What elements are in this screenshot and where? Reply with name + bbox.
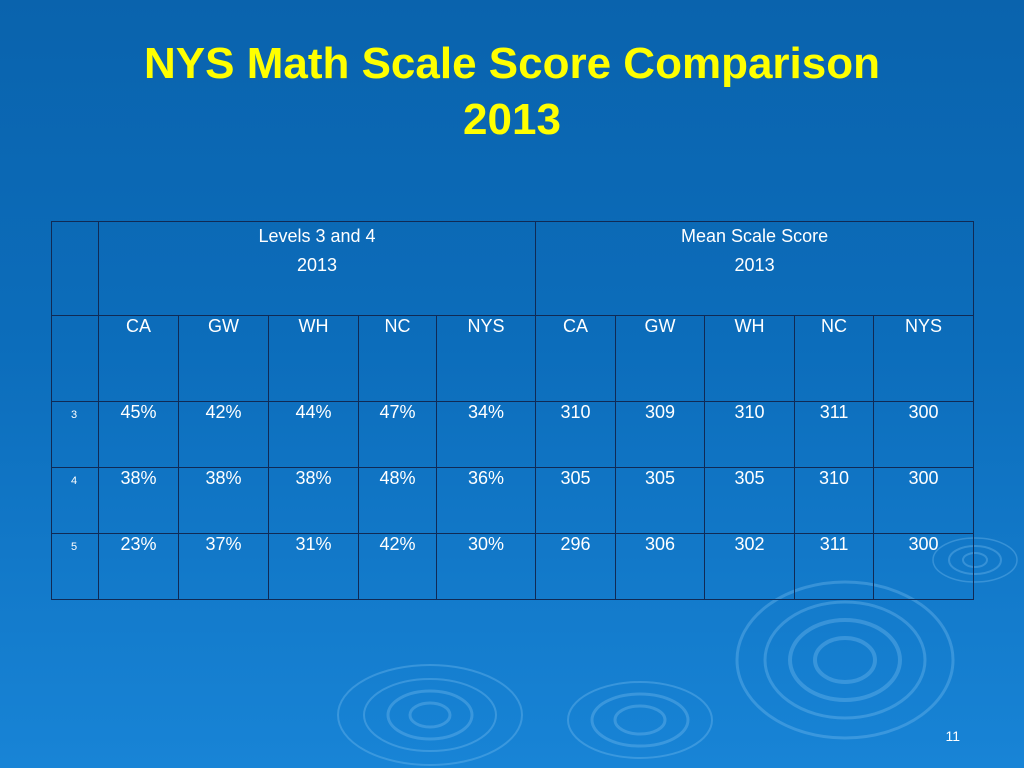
table-cell: 47% [358,401,437,468]
column-header: GW [615,315,706,402]
column-header-row: CA GW WH NC NYS CA GW WH NC NYS [51,315,975,402]
table-cell: 305 [704,467,796,534]
table-cell: 305 [615,467,706,534]
table-cell: 38% [98,467,179,534]
group-header-label: Mean Scale Score [681,226,829,246]
table-cell: 300 [873,401,975,468]
slide-title: NYS Math Scale Score Comparison 2013 [0,36,1024,148]
column-header: WH [704,315,796,402]
table-cell: 38% [178,467,269,534]
group-header-row: Levels 3 and 4 2013 Mean Scale Score 201… [51,221,975,316]
column-header: CA [535,315,617,402]
column-header: CA [98,315,179,402]
table-cell: 311 [794,401,875,468]
table-cell: 37% [178,533,269,600]
table-cell: 300 [873,467,975,534]
row-label: 3 [51,401,99,468]
table-cell: 44% [268,401,359,468]
column-header: NYS [435,315,537,402]
group-header-label: Levels 3 and 4 [258,226,376,246]
table-cell: 30% [435,533,537,600]
row-label: 5 [51,533,99,600]
table-cell: 23% [98,533,179,600]
table-cell: 309 [615,401,706,468]
row-label: 4 [51,467,99,534]
table-cell: 310 [704,401,796,468]
row-label-header [51,315,99,402]
table-cell: 302 [704,533,796,600]
table-cell: 34% [435,401,537,468]
slide-title-line1: NYS Math Scale Score Comparison [144,39,880,88]
table-cell: 42% [178,401,269,468]
table-cell: 31% [268,533,359,600]
table-cell: 48% [358,467,437,534]
table-cell: 306 [615,533,706,600]
table-cell: 45% [98,401,179,468]
column-header: GW [178,315,269,402]
table-cell: 310 [535,401,617,468]
table-cell: 305 [535,467,617,534]
table-cell: 296 [535,533,617,600]
corner-cell [51,221,99,316]
column-header: NC [358,315,437,402]
table-cell: 42% [358,533,437,600]
table-cell: 36% [435,467,537,534]
table-row: 5 23% 37% 31% 42% 30% 296 306 302 311 30… [51,533,975,600]
column-header: WH [268,315,359,402]
table-row: 3 45% 42% 44% 47% 34% 310 309 310 311 30… [51,401,975,468]
column-header: NC [794,315,875,402]
group-header-year: 2013 [297,255,338,275]
slide-title-line2: 2013 [463,95,561,144]
score-table: Levels 3 and 4 2013 Mean Scale Score 201… [51,221,975,600]
group-header-levels: Levels 3 and 4 2013 [97,221,537,316]
table-cell: 311 [794,533,875,600]
table-cell: 310 [794,467,875,534]
table-row: 4 38% 38% 38% 48% 36% 305 305 305 310 30… [51,467,975,534]
table-cell: 300 [873,533,975,600]
column-header: NYS [873,315,975,402]
page-number: 11 [945,728,960,744]
group-header-mean-score: Mean Scale Score 2013 [535,221,975,316]
group-header-year: 2013 [734,255,775,275]
table-cell: 38% [268,467,359,534]
